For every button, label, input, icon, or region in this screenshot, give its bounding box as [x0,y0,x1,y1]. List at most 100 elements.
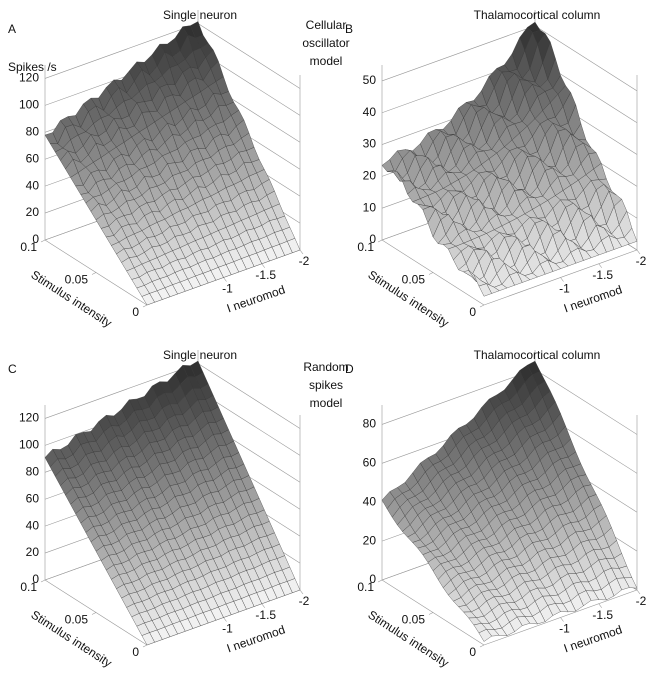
y-tick-label: 0.1 [20,580,37,594]
model-label: Random [303,360,348,374]
z-tick-label: 60 [26,151,40,165]
x-axis-label: I neuromod [562,282,624,315]
panel: 0 20 40 60 80 100 120 0 0.05 0.1 -1 -1.5 -2 C Single n… [8,348,310,670]
panel-title: Thalamocortical column [474,348,601,362]
y-tick-label: 0.1 [357,580,374,594]
model-label: oscillator [302,36,349,50]
tick [142,304,148,308]
x-tick-label: -1 [222,622,233,636]
x-tick-label: -2 [636,254,647,268]
z-tick-label: 20 [26,545,40,559]
z-tick-label: 40 [26,178,40,192]
surface-cell [141,632,155,646]
x-tick-label: -2 [299,594,310,608]
tick [560,617,564,622]
panel-letter: C [8,362,17,376]
x-axis-label: I neuromod [225,622,287,655]
panel-title: Single neuron [163,348,237,362]
z-tick-label: 20 [26,205,40,219]
tick [428,612,434,615]
z-tick-label: 30 [363,137,377,151]
tick [299,249,304,255]
z-tick-label: 80 [26,464,40,478]
tick [636,249,641,255]
z-tick-label: 50 [363,73,377,87]
grid-line [534,25,638,92]
z-tick-label: 60 [26,491,40,505]
y-tick-label: 0.1 [20,240,37,254]
tick [91,612,97,615]
panel: 0 20 40 60 80 0 0.05 0.1 -1 -1.5 -2 D Thalamocortica… [345,348,647,670]
z-tick-label: 20 [363,533,377,547]
z-axis-label: Spikes /s [8,60,57,74]
tick [142,644,148,648]
x-axis-label: I neuromod [225,282,287,315]
tick [479,304,485,308]
surface-cell [478,629,492,642]
x-tick-label: -1.5 [255,268,276,282]
z-tick-label: 0 [32,572,39,586]
grid-line [534,369,638,435]
x-tick-label: -1.5 [255,608,276,622]
surface-cell [141,293,155,306]
y-tick-label: 0 [132,305,139,319]
x-tick-label: -1 [559,622,570,636]
grid-line [197,363,301,429]
z-tick-label: 40 [363,105,377,119]
x-tick-label: -2 [636,594,647,608]
y-tick-label: 0 [469,305,476,319]
panel: 0 10 20 30 40 50 0 0.05 0.1 -1 -1.5 -2 B Thalamocorti… [345,8,647,330]
model-label: spikes [309,378,343,392]
tick [428,272,434,275]
z-tick-label: 40 [363,494,377,508]
x-tick-label: -1.5 [592,608,613,622]
model-label: model [310,54,343,68]
tick [299,589,304,595]
tick [377,579,383,583]
z-tick-label: 80 [363,417,377,431]
tick [636,589,641,595]
tick [40,239,46,243]
tick [479,644,485,648]
z-tick-label: 100 [19,438,39,452]
x-tick-label: -1.5 [592,268,613,282]
surface-cell [478,283,492,297]
model-label: Cellular [306,18,347,32]
tick [261,603,265,608]
z-tick-label: 80 [26,124,40,138]
panel-letter: A [8,22,16,36]
panel-title: Single neuron [163,8,237,22]
z-tick-label: 120 [19,71,39,85]
y-tick-label: 0.1 [357,240,374,254]
grid-line [44,23,199,79]
z-tick-label: 0 [32,232,39,246]
y-tick-label: 0.05 [402,613,426,627]
x-tick-label: -1 [222,282,233,296]
x-tick-label: -2 [299,254,310,268]
grid-line [381,25,536,82]
y-tick-label: 0.05 [65,613,89,627]
z-tick-label: 60 [363,456,377,470]
tick [377,239,383,243]
z-tick-label: 120 [19,411,39,425]
tick [598,263,602,268]
tick [560,277,564,282]
tick [598,603,602,608]
tick [40,579,46,583]
tick [223,277,227,282]
grid-line [197,23,301,89]
y-tick-label: 0.05 [402,273,426,287]
x-tick-label: -1 [559,282,570,296]
z-tick-label: 20 [363,169,377,183]
panel: 0 20 40 60 80 100 120 0 0.05 0.1 -1 -1.5 -2 A Single n… [8,8,310,330]
y-tick-label: 0 [469,645,476,659]
z-tick-label: 10 [363,200,377,214]
panel-letter: D [345,362,354,376]
grid-line [381,369,536,425]
y-tick-label: 0.05 [65,273,89,287]
z-tick-label: 0 [369,572,376,586]
tick [223,617,227,622]
z-tick-label: 0 [369,232,376,246]
grid-line [44,363,199,419]
